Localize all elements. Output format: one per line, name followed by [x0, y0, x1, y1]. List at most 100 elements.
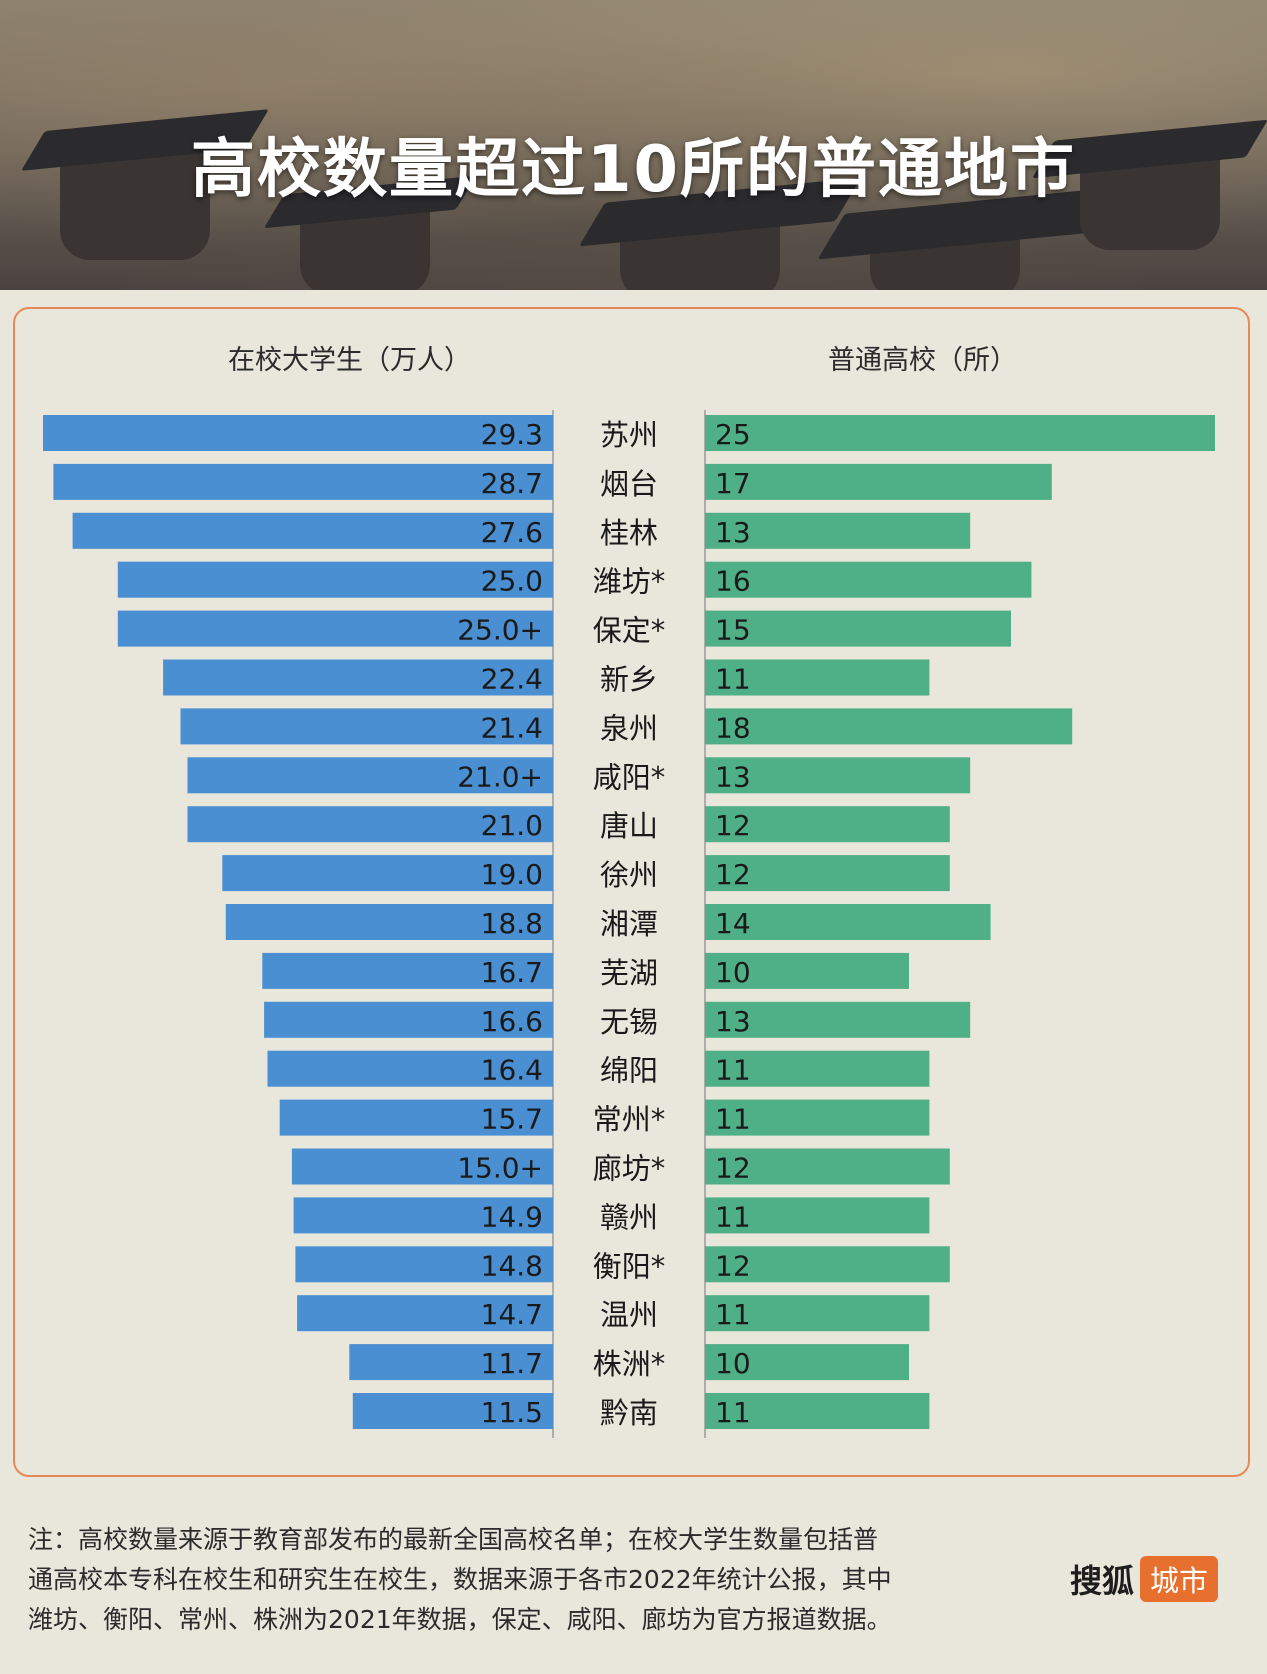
student-value-label: 21.0+ [457, 760, 543, 793]
school-bar [705, 1197, 930, 1234]
school-value-label: 10 [715, 956, 751, 989]
city-label: 潍坊* [593, 565, 666, 599]
school-bar [705, 1001, 971, 1038]
footnote-line: 通高校本专科在校生和研究生在校生，数据来源于各市2022年统计公报，其中 [28, 1565, 892, 1594]
school-value-label: 16 [715, 565, 751, 598]
school-bar [705, 952, 909, 989]
city-label: 唐山 [600, 809, 658, 843]
student-value-label: 16.6 [481, 1005, 543, 1038]
school-bar [705, 512, 971, 549]
city-label: 衡阳* [593, 1249, 666, 1283]
student-bar [187, 757, 553, 794]
student-bar [264, 1001, 553, 1038]
student-value-label: 15.0+ [457, 1152, 543, 1185]
school-value-label: 13 [715, 516, 751, 549]
student-bar [262, 952, 553, 989]
header-banner: 高校数量超过10所的普通地市 [0, 0, 1267, 290]
footnote: 注：高校数量来源于教育部发布的最新全国高校名单；在校大学生数量包括普 通高校本专… [28, 1520, 1018, 1640]
city-label: 无锡 [600, 1005, 658, 1039]
student-bar [297, 1295, 553, 1332]
city-label: 黔南 [600, 1396, 658, 1430]
student-value-label: 14.7 [481, 1298, 543, 1331]
student-bar [180, 708, 553, 745]
student-value-label: 29.3 [481, 418, 543, 451]
student-value-label: 19.0 [481, 858, 543, 891]
student-bar [187, 806, 553, 843]
student-bar [291, 1148, 553, 1185]
school-value-label: 12 [715, 1249, 751, 1282]
student-bar [117, 561, 554, 598]
city-label: 新乡 [600, 663, 658, 697]
right-column-header: 普通高校（所） [828, 345, 1017, 376]
city-label: 绵阳 [600, 1054, 658, 1088]
city-label: 株洲* [593, 1347, 666, 1381]
student-value-label: 16.4 [481, 1054, 543, 1087]
school-value-label: 17 [715, 467, 751, 500]
student-value-label: 25.0+ [457, 614, 543, 647]
city-label: 常州* [593, 1103, 666, 1137]
student-value-label: 15.7 [481, 1103, 543, 1136]
city-label: 泉州 [600, 711, 658, 745]
student-bar [293, 1197, 553, 1234]
city-label: 徐州 [600, 858, 658, 892]
student-value-label: 22.4 [481, 663, 543, 696]
student-bar [352, 1393, 553, 1429]
school-value-label: 13 [715, 1005, 751, 1038]
student-value-label: 18.8 [481, 907, 543, 940]
school-value-label: 15 [715, 614, 751, 647]
student-bar [295, 1246, 553, 1283]
brand-tag: 城市 [1140, 1556, 1219, 1602]
city-label: 保定* [593, 614, 666, 648]
student-value-label: 14.8 [481, 1249, 543, 1282]
city-label: 赣州 [600, 1200, 658, 1234]
school-bar [705, 1148, 950, 1185]
school-value-label: 14 [715, 907, 751, 940]
student-value-label: 27.6 [481, 516, 543, 549]
school-bar [705, 659, 930, 696]
school-value-label: 18 [715, 711, 751, 744]
student-bar [163, 659, 553, 696]
school-bar [705, 904, 991, 940]
school-bar [705, 1246, 950, 1283]
student-value-label: 16.7 [481, 956, 543, 989]
student-bar [53, 463, 554, 500]
school-value-label: 12 [715, 858, 751, 891]
school-bar [705, 757, 971, 794]
school-bar [705, 708, 1073, 745]
city-label: 湘潭 [600, 907, 658, 941]
student-bar [279, 1099, 553, 1136]
school-value-label: 11 [715, 663, 751, 696]
school-value-label: 10 [715, 1347, 751, 1380]
page-title: 高校数量超过10所的普通地市 [190, 133, 1077, 207]
school-bar [705, 415, 1215, 451]
school-value-label: 11 [715, 1200, 751, 1233]
student-value-label: 28.7 [481, 467, 543, 500]
school-value-label: 11 [715, 1054, 751, 1087]
student-value-label: 11.5 [481, 1396, 543, 1429]
student-bar [225, 904, 554, 940]
school-bar [705, 561, 1032, 598]
student-bar [43, 415, 553, 451]
city-label: 桂林 [600, 516, 658, 550]
student-bar [117, 610, 554, 647]
school-bar [705, 1393, 930, 1429]
student-value-label: 21.0 [481, 809, 543, 842]
city-label: 咸阳* [593, 760, 666, 794]
footnote-line: 潍坊、衡阳、常州、株洲为2021年数据，保定、咸阳、廊坊为官方报道数据。 [28, 1605, 892, 1634]
city-label: 苏州 [600, 418, 658, 452]
student-value-label: 14.9 [481, 1200, 543, 1233]
school-bar [705, 1050, 930, 1087]
student-bar [349, 1344, 553, 1381]
school-bar [705, 610, 1011, 647]
student-value-label: 21.4 [481, 711, 543, 744]
cap-decoration [60, 150, 210, 260]
school-bar [705, 463, 1052, 500]
school-bar [705, 1295, 930, 1332]
city-label: 烟台 [600, 467, 658, 501]
student-value-label: 11.7 [481, 1347, 543, 1380]
school-value-label: 11 [715, 1103, 751, 1136]
school-bar [705, 806, 950, 843]
brand-name: 搜狐 [1070, 1562, 1135, 1600]
school-value-label: 12 [715, 809, 751, 842]
